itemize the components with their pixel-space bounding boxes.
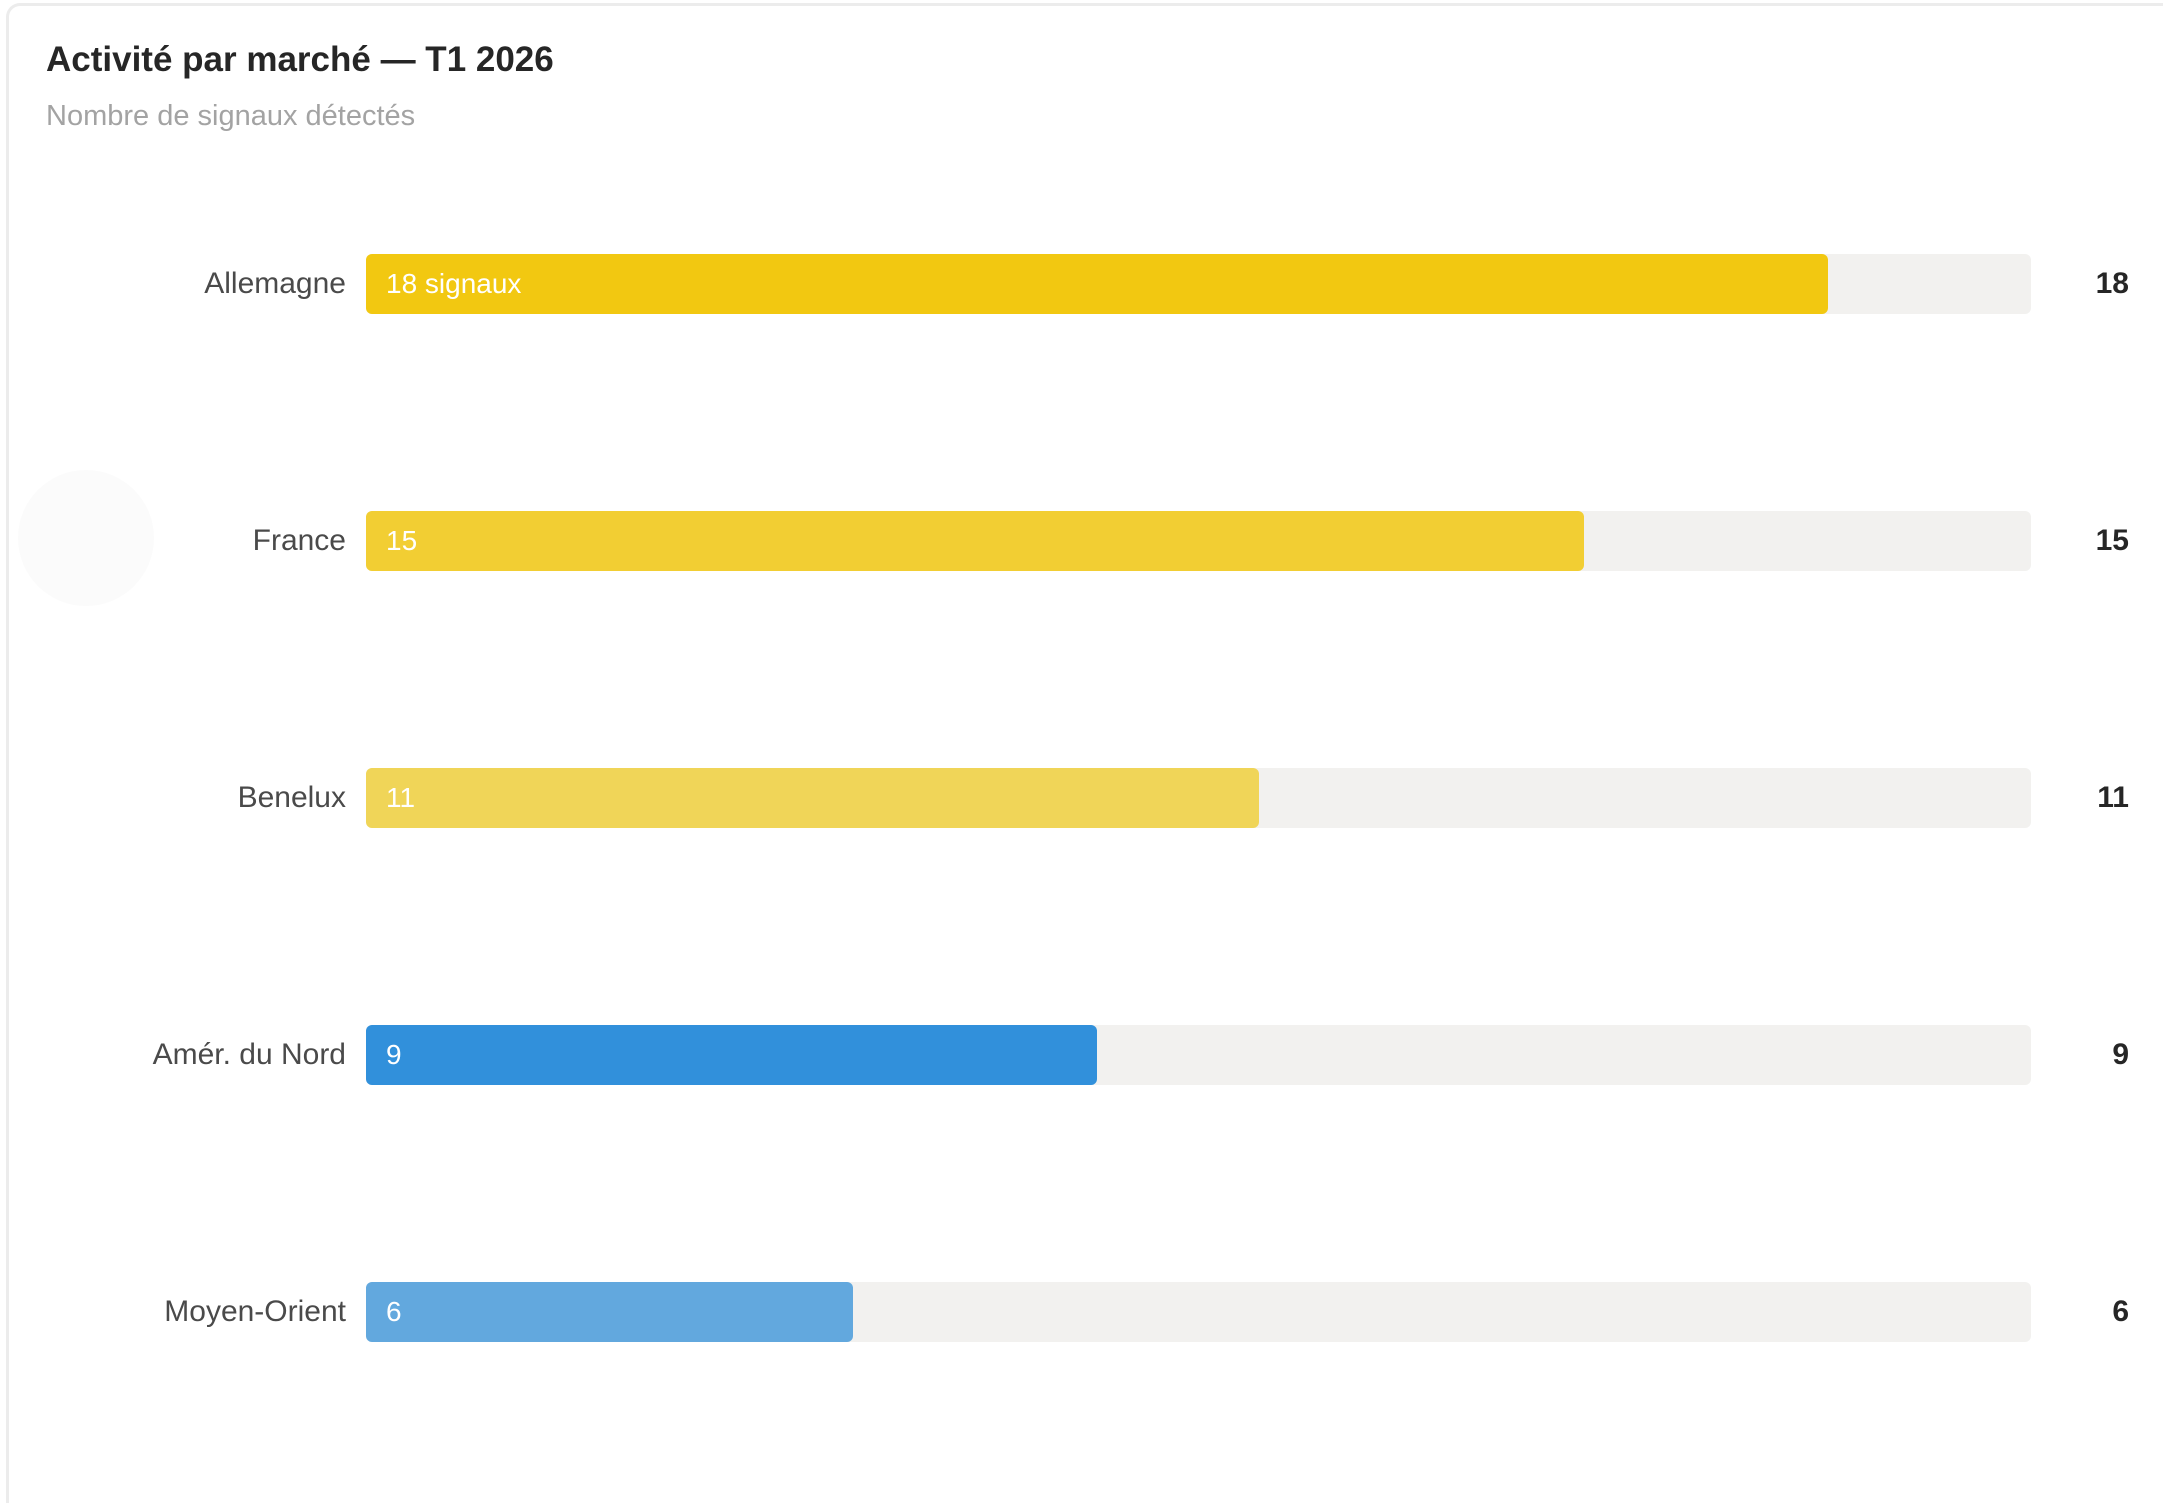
chart-subtitle: Nombre de signaux détectés xyxy=(46,100,416,132)
bar-data-label: 6 xyxy=(386,1296,402,1327)
category-label: France xyxy=(252,524,346,557)
bar-track: 9 xyxy=(366,1025,2031,1085)
bar-row: Benelux 11 11 xyxy=(0,768,2163,828)
bar-data-label: 15 xyxy=(386,525,418,556)
value-label: 9 xyxy=(2112,1038,2129,1071)
bar: 9 xyxy=(366,1025,1097,1085)
bar: 18 signaux xyxy=(366,254,1828,314)
bar: 6 xyxy=(366,1282,853,1342)
bar: 15 xyxy=(366,511,1584,571)
bar-data-label: 9 xyxy=(386,1039,402,1070)
category-label: Benelux xyxy=(237,781,346,814)
value-label: 15 xyxy=(2095,524,2129,557)
category-label: Amér. du Nord xyxy=(152,1038,346,1071)
value-label: 6 xyxy=(2112,1295,2129,1328)
bar-track: 15 xyxy=(366,511,2031,571)
bar-track: 6 xyxy=(366,1282,2031,1342)
category-label: Allemagne xyxy=(204,267,346,300)
bar-track: 18 signaux xyxy=(366,254,2031,314)
bar-row: Amér. du Nord 9 9 xyxy=(0,1025,2163,1085)
bar-row: Moyen-Orient 6 6 xyxy=(0,1282,2163,1342)
chart-title: Activité par marché — T1 2026 xyxy=(46,40,554,79)
value-label: 18 xyxy=(2095,267,2129,300)
chart-card xyxy=(6,3,2163,1503)
value-label: 11 xyxy=(2097,781,2129,814)
background-circle xyxy=(18,470,154,606)
bar-track: 11 xyxy=(366,768,2031,828)
bar-data-label: 18 signaux xyxy=(386,268,522,299)
bar-data-label: 11 xyxy=(386,782,416,813)
bar-row: France 15 15 xyxy=(0,511,2163,571)
category-label: Moyen-Orient xyxy=(164,1295,346,1328)
bar: 11 xyxy=(366,768,1259,828)
bar-row: Allemagne 18 signaux 18 xyxy=(0,254,2163,314)
